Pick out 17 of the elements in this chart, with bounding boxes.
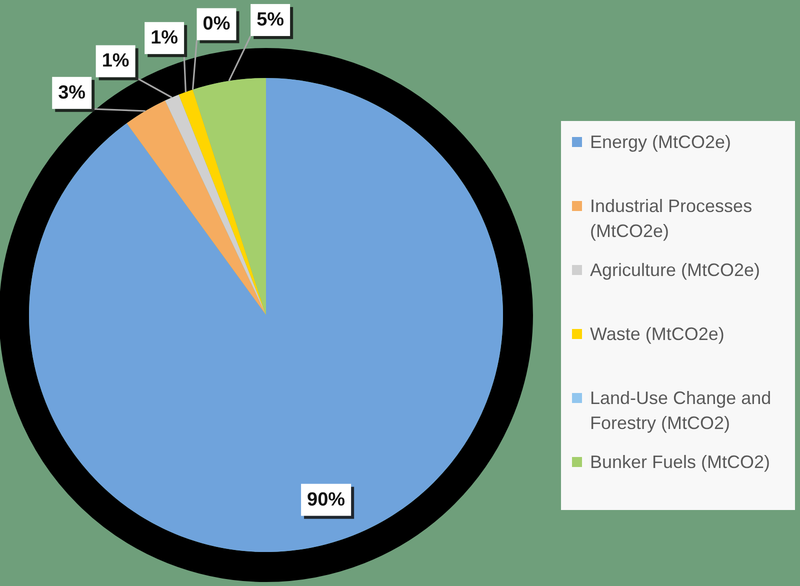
data-label: 5% — [256, 10, 284, 31]
legend-label: Land-Use Change and Forestry (MtCO2) — [590, 388, 772, 433]
legend-label: Bunker Fuels (MtCO2) — [590, 452, 770, 472]
data-label: 1% — [150, 28, 178, 49]
data-label: 1% — [102, 50, 130, 72]
text: 0% — [202, 14, 230, 35]
pie-slice — [126, 100, 266, 315]
data-label: 90% — [307, 489, 346, 510]
legend-label: Waste (MtCO2e) — [590, 324, 724, 344]
pie-slice — [178, 90, 266, 315]
pie-slice — [165, 94, 266, 315]
legend-label: Industrial Processes (MtCO2e) — [590, 196, 752, 241]
pie-slice — [29, 78, 503, 552]
legend-label: Energy (MtCO2e) — [590, 132, 732, 152]
data-label: 3% — [58, 82, 86, 104]
legend-label: Agriculture (MtCO2e) — [590, 260, 760, 280]
pie-slice — [192, 78, 266, 315]
